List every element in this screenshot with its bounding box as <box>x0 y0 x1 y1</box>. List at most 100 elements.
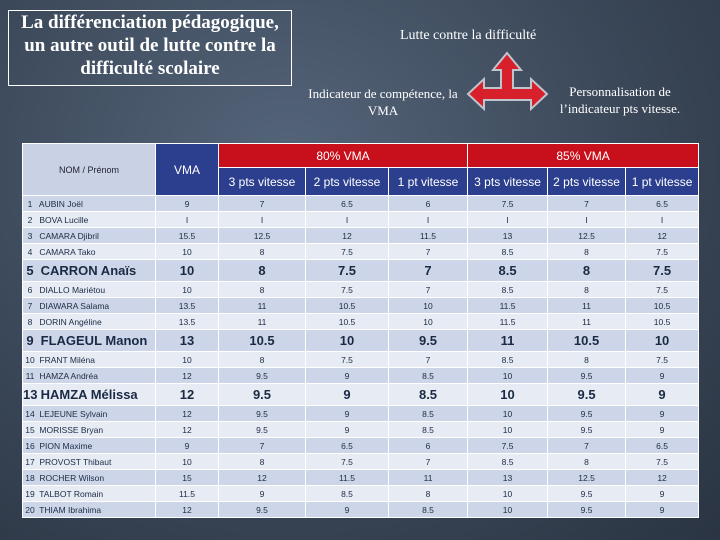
student-name: HAMZA Andréa <box>39 370 98 381</box>
table-row: 2 BOVA Lucille I I I I I I I <box>22 211 700 228</box>
speed-cell: 9.5 <box>218 421 306 438</box>
speed-cell: 7.5 <box>305 259 389 282</box>
table-row: 13 HAMZA Mélissa 12 9.5 9 8.5 10 9.5 9 <box>22 383 700 406</box>
student-cell: 8 DORIN Angéline <box>22 313 156 330</box>
student-cell: 13 HAMZA Mélissa <box>22 383 156 406</box>
student-name: MORISSE Bryan <box>39 424 104 435</box>
speed-cell: 8 <box>547 453 627 470</box>
speed-cell: 7 <box>218 437 306 454</box>
speed-cell: I <box>218 211 306 228</box>
speed-cell: 9 <box>625 383 700 406</box>
speed-cell: 7.5 <box>467 437 549 454</box>
speed-cell: 8.5 <box>467 453 549 470</box>
table-row: 1 AUBIN Joël 9 7 6.5 6 7.5 7 6.5 <box>22 195 700 212</box>
speed-cell: 10.5 <box>625 297 700 314</box>
speed-cell: 12 <box>625 469 700 486</box>
speed-cell: 9 <box>625 421 700 438</box>
student-cell: 4 CAMARA Tako <box>22 243 156 260</box>
speed-cell: 8 <box>218 453 306 470</box>
speed-cell: 11 <box>547 313 627 330</box>
row-number: 15 <box>25 424 35 435</box>
vma-cell: 12 <box>155 501 219 518</box>
table-row: 8 DORIN Angéline 13.5 11 10.5 10 11.5 11 10.5 <box>22 313 700 330</box>
student-name: CAMARA Tako <box>39 246 96 257</box>
row-number: 20 <box>25 504 35 515</box>
speed-cell: 10.5 <box>547 329 627 352</box>
student-cell: 5 CARRON Anaïs <box>22 259 156 282</box>
speed-cell: 8 <box>547 281 627 298</box>
table-row: 19 TALBOT Romain 11.5 9 8.5 8 10 9.5 9 <box>22 485 700 502</box>
student-cell: 19 TALBOT Romain <box>22 485 156 502</box>
speed-cell: 8 <box>218 243 306 260</box>
right-label: Personnalisation de l’indicateur pts vit… <box>559 84 681 116</box>
row-number: 9 <box>26 333 34 348</box>
table-row: 5 CARRON Anaïs 10 8 7.5 7 8.5 8 7.5 <box>22 259 700 282</box>
speed-cell: 10 <box>625 329 700 352</box>
speed-cell: 9 <box>305 421 389 438</box>
center-label: Lutte contre la difficulté <box>400 28 537 43</box>
speed-cell: 8.5 <box>467 281 549 298</box>
column-header: 2 pts vitesse <box>547 167 627 196</box>
speed-cell: 10 <box>467 421 549 438</box>
speed-cell: 9.5 <box>218 405 306 422</box>
speed-cell: 10 <box>467 383 549 406</box>
student-name: DORIN Angéline <box>39 316 102 327</box>
speed-cell: 12.5 <box>547 469 627 486</box>
speed-cell: 13 <box>467 469 549 486</box>
column-header: 1 pt vitesse <box>387 167 469 196</box>
speed-cell: 10 <box>467 501 549 518</box>
speed-cell: 9 <box>218 485 306 502</box>
speed-cell: I <box>467 211 549 228</box>
speed-cell: 8.5 <box>305 485 389 502</box>
student-cell: 6 DIALLO Mariétou <box>22 281 156 298</box>
student-cell: 7 DIAWARA Salama <box>22 297 156 314</box>
left-label: Indicateur de compétence, la VMA <box>308 86 458 118</box>
speed-cell: 7.5 <box>625 259 700 282</box>
row-number: 14 <box>25 408 35 419</box>
row-number: 11 <box>25 370 35 381</box>
speed-cell: 6 <box>387 195 469 212</box>
speed-cell: 11 <box>387 469 469 486</box>
speed-cell: 11.5 <box>305 469 389 486</box>
vma-cell: 10 <box>155 259 219 282</box>
table-row: 4 CAMARA Tako 10 8 7.5 7 8.5 8 7.5 <box>22 243 700 260</box>
speed-cell: 7.5 <box>625 243 700 260</box>
speed-cell: 9 <box>625 367 700 384</box>
speed-cell: 7 <box>547 195 627 212</box>
table-row: 6 DIALLO Mariétou 10 8 7.5 7 8.5 8 7.5 <box>22 281 700 298</box>
vma-header: VMA <box>155 143 219 196</box>
speed-cell: 9.5 <box>547 501 627 518</box>
speed-cell: 9 <box>305 501 389 518</box>
speed-cell: 7.5 <box>625 281 700 298</box>
column-header: 2 pts vitesse <box>305 167 389 196</box>
student-name: CAMARA Djibril <box>39 230 99 241</box>
row-number: 18 <box>25 472 35 483</box>
student-name: ROCHER Wilson <box>39 472 105 483</box>
speed-cell: 7.5 <box>625 453 700 470</box>
speed-cell: 8 <box>218 281 306 298</box>
student-cell: 15 MORISSE Bryan <box>22 421 156 438</box>
student-cell: 1 AUBIN Joël <box>22 195 156 212</box>
student-name: CARRON Anaïs <box>40 263 137 278</box>
vma-cell: 11.5 <box>155 485 219 502</box>
speed-cell: 8 <box>218 259 306 282</box>
speed-cell: 10 <box>467 367 549 384</box>
student-name: DIAWARA Salama <box>39 300 110 311</box>
student-name: FRANT Miléna <box>39 354 95 365</box>
table-row: 9 FLAGEUL Manon 13 10.5 10 9.5 11 10.5 10 <box>22 329 700 352</box>
speed-cell: 7 <box>547 437 627 454</box>
student-cell: 14 LEJEUNE Sylvain <box>22 405 156 422</box>
vma-cell: 10 <box>155 351 219 368</box>
table-row: 3 CAMARA Djibril 15.5 12.5 12 11.5 13 12.5 12 <box>22 227 700 244</box>
speed-cell: 11.5 <box>387 227 469 244</box>
speed-cell: 9 <box>625 485 700 502</box>
speed-cell: 7 <box>387 453 469 470</box>
speed-cell: 8.5 <box>387 421 469 438</box>
speed-cell: 10.5 <box>625 313 700 330</box>
speed-cell: 10.5 <box>305 313 389 330</box>
speed-cell: 10 <box>387 313 469 330</box>
row-number: 3 <box>27 230 33 241</box>
speed-cell: 6.5 <box>625 437 700 454</box>
table-row: 17 PROVOST Thibaut 10 8 7.5 7 8.5 8 7.5 <box>22 453 700 470</box>
speed-cell: 8.5 <box>387 501 469 518</box>
